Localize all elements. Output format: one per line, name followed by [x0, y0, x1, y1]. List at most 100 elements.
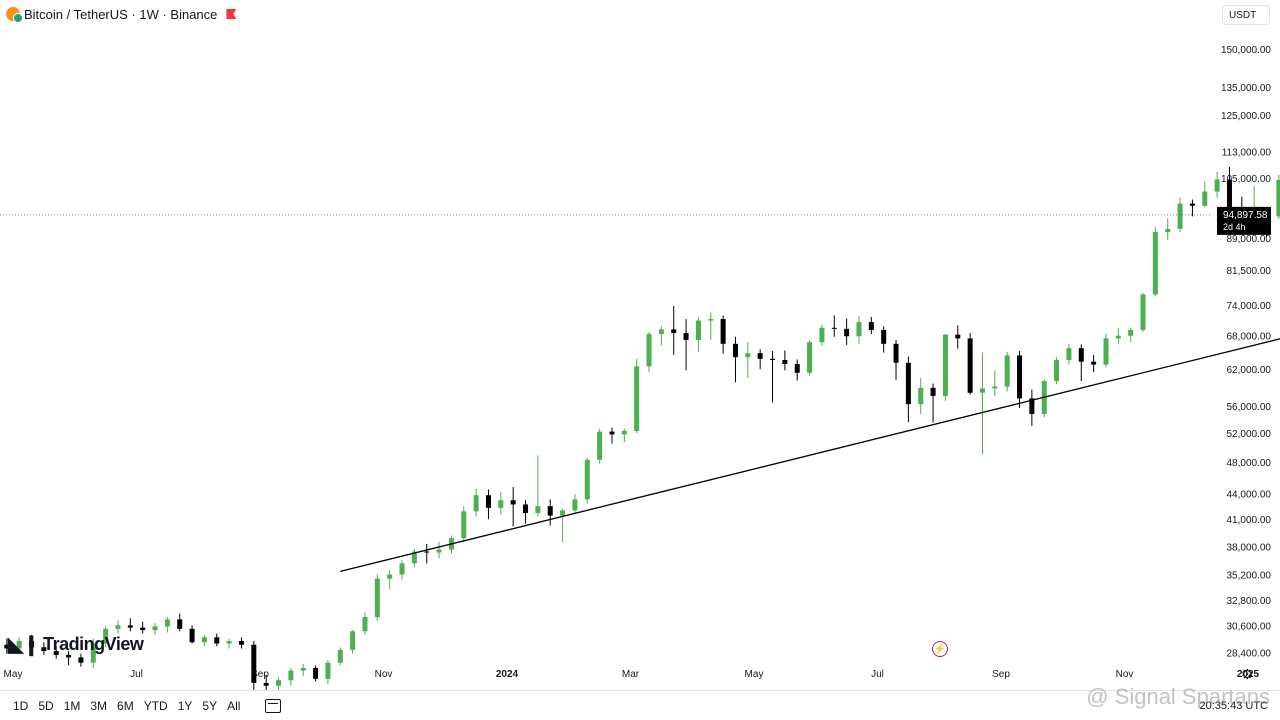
- candle-body: [868, 322, 874, 330]
- time-axis[interactable]: MayJulSepNov2024MarMayJulSepNov2025MarMa…: [4, 669, 1280, 680]
- bitcoin-coin-icon: [6, 7, 23, 23]
- candle-body: [930, 387, 936, 396]
- candle: [708, 312, 714, 341]
- candle-body: [201, 637, 207, 643]
- price-badge-value: 94,897.58: [1223, 210, 1268, 221]
- candle-body: [1004, 355, 1010, 387]
- candle: [1017, 350, 1023, 409]
- candle-body: [1128, 329, 1134, 336]
- currency-button[interactable]: USDT: [1222, 5, 1270, 25]
- candle: [164, 617, 170, 633]
- lightning-icon[interactable]: ⚡: [932, 641, 948, 657]
- candle-body: [794, 363, 800, 373]
- candle-body: [1214, 179, 1220, 192]
- candle-body: [29, 641, 35, 648]
- timeframe-ytd[interactable]: YTD: [143, 698, 168, 713]
- candle-body: [634, 366, 640, 431]
- candle: [1066, 343, 1072, 365]
- time-tick-label: Jul: [871, 669, 884, 680]
- candle: [782, 350, 788, 371]
- candle-body: [251, 644, 257, 683]
- candle: [152, 622, 158, 635]
- candle-body: [115, 625, 121, 629]
- price-tick-label: 41,000.00: [1227, 515, 1272, 526]
- candle-body: [1103, 338, 1109, 365]
- candle-body: [893, 343, 899, 363]
- candle: [1091, 354, 1097, 373]
- timeframe-1y[interactable]: 1Y: [177, 698, 193, 713]
- candle-body: [263, 682, 269, 686]
- price-tick-label: 48,000.00: [1227, 458, 1272, 469]
- price-tick-label: 52,000.00: [1227, 429, 1272, 440]
- timeframe-3m[interactable]: 3M: [90, 698, 108, 713]
- candle: [621, 428, 627, 443]
- candle: [424, 543, 430, 564]
- price-tick-label: 44,000.00: [1227, 490, 1272, 501]
- candle: [16, 637, 22, 653]
- candle-body: [856, 322, 862, 337]
- timeframe-all[interactable]: All: [227, 698, 241, 713]
- candle: [300, 664, 306, 677]
- candle: [807, 340, 813, 376]
- trendline-layer: [0, 214, 1280, 573]
- candle: [584, 458, 590, 504]
- candle: [1103, 333, 1109, 368]
- candle: [177, 613, 183, 632]
- candle-body: [4, 644, 10, 649]
- price-tick-label: 30,600.00: [1227, 621, 1272, 632]
- price-tick-label: 105,000.00: [1221, 174, 1271, 185]
- price-tick-label: 125,000.00: [1221, 111, 1271, 122]
- flag-icon[interactable]: [226, 9, 237, 19]
- candle-body: [597, 431, 603, 460]
- timeframe-1m[interactable]: 1M: [63, 698, 81, 713]
- candle: [535, 455, 541, 517]
- timeframe-1d[interactable]: 1D: [13, 698, 29, 713]
- utc-clock: 20:35:43 UTC: [1199, 699, 1268, 712]
- time-tick-label: May: [4, 669, 23, 680]
- timeframe-6m[interactable]: 6M: [117, 698, 134, 713]
- candle: [794, 359, 800, 381]
- calendar-icon[interactable]: [265, 698, 282, 713]
- candle-body: [955, 334, 961, 339]
- candle: [226, 638, 232, 649]
- timeframe-5d[interactable]: 5D: [38, 698, 54, 713]
- tradingview-mark-icon: ◣❙: [8, 634, 40, 656]
- price-tick-label: 35,200.00: [1227, 570, 1272, 581]
- candle: [411, 548, 417, 568]
- candle-body: [473, 495, 479, 512]
- candle-body: [16, 641, 22, 649]
- candle: [66, 651, 72, 666]
- price-tick-label: 32,800.00: [1227, 596, 1272, 607]
- brand-label: TradingView: [43, 634, 144, 654]
- candle: [572, 494, 578, 514]
- candle: [115, 620, 121, 634]
- timeframe-5y[interactable]: 5Y: [202, 698, 218, 713]
- candle: [547, 499, 553, 526]
- candle-body: [881, 329, 887, 344]
- candle-body: [424, 551, 430, 553]
- candle-body: [609, 431, 615, 435]
- candle: [510, 487, 516, 527]
- candle: [1004, 352, 1010, 392]
- candle-body: [362, 617, 368, 632]
- candle: [1041, 379, 1047, 418]
- candle: [757, 349, 763, 370]
- candle: [436, 541, 442, 559]
- candle: [201, 634, 207, 646]
- candle: [485, 489, 491, 520]
- symbol-header[interactable]: Bitcoin / TetherUS · 1W · Binance: [6, 5, 237, 23]
- candle-body: [313, 667, 319, 679]
- candle-body: [1140, 294, 1146, 330]
- candle-body: [498, 500, 504, 508]
- candle: [979, 352, 985, 455]
- candle-body: [140, 627, 146, 631]
- candle-body: [1078, 348, 1084, 362]
- candle: [868, 317, 874, 335]
- candle-body: [621, 430, 627, 435]
- gear-icon[interactable]: ⚙: [1241, 666, 1254, 682]
- candle-body: [399, 563, 405, 575]
- price-axis[interactable]: 28,400.00 30,600.00 32,800.00 35,200.00 38,0…: [1217, 45, 1271, 659]
- candle-body: [658, 329, 664, 335]
- candle-body: [770, 358, 776, 360]
